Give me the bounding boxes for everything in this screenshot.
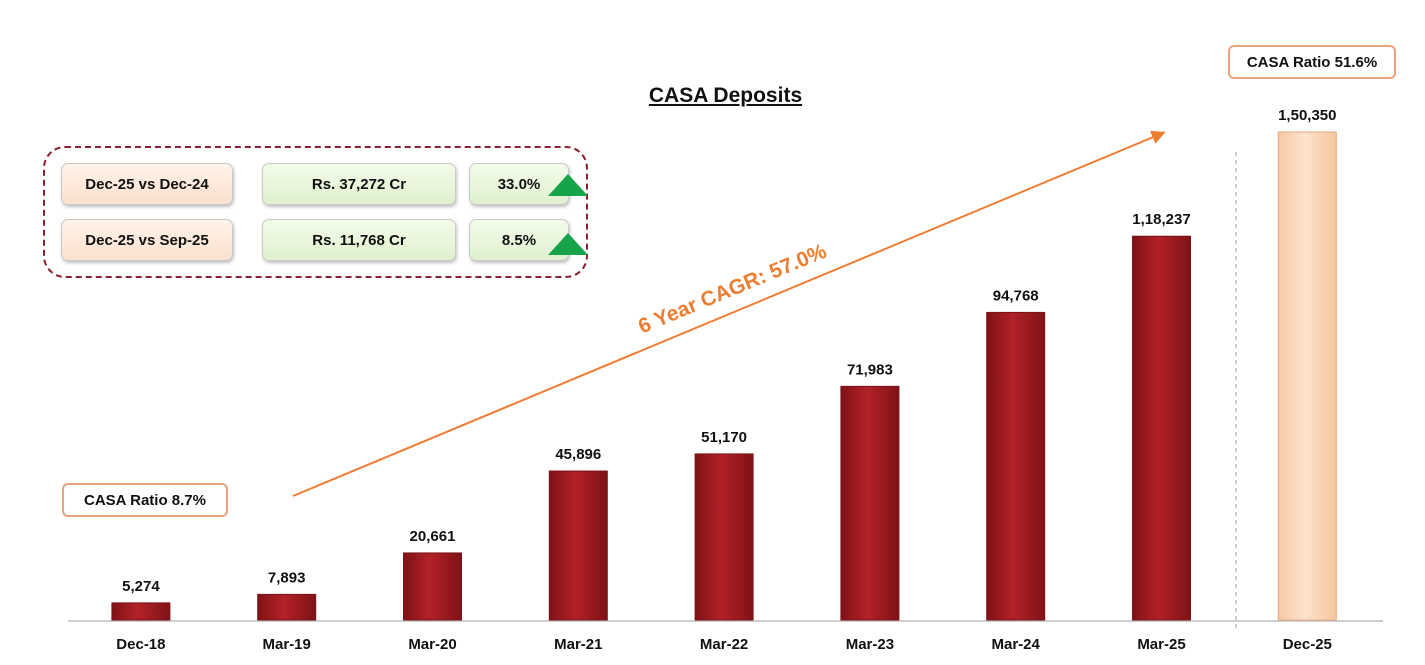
amount-pill-1: Rs. 37,272 Cr [262,163,456,205]
x-tick-label: Dec-18 [116,636,165,653]
x-tick-label: Mar-24 [992,636,1041,653]
bar-mar-22 [694,453,754,621]
up-arrow-icon [548,233,588,255]
x-tick-label: Dec-25 [1283,636,1332,653]
amount-label-1: Rs. 37,272 Cr [311,175,407,193]
chart-title: CASA Deposits [648,84,803,107]
x-tick-label: Mar-20 [408,636,456,653]
cagr-label: 6 Year CAGR: 57.0% [635,240,830,339]
x-tick-label: Mar-19 [263,636,311,653]
up-arrow-icon [548,174,588,196]
ratio-box-start: CASA Ratio 8.7% [62,483,228,517]
growth-label-2: 8.5% [501,231,537,249]
ratio-start-label: CASA Ratio 8.7% [84,491,206,509]
x-tick-label: Mar-22 [700,636,748,653]
period-pill-1: Dec-25 vs Dec-24 [61,163,233,205]
period-label-1: Dec-25 vs Dec-24 [85,175,209,193]
summary-box [43,146,588,278]
bar-mar-25 [1132,235,1191,621]
bar-mar-19 [257,593,317,621]
bar-mar-24 [986,311,1046,621]
value-label: 94,768 [993,287,1039,304]
bar-dec-18 [111,602,171,621]
amount-label-2: Rs. 11,768 Cr [312,231,406,249]
x-tick-label: Mar-25 [1137,636,1185,653]
amount-pill-2: Rs. 11,768 Cr [262,219,456,261]
value-label: 51,170 [701,429,747,446]
ratio-box-end: CASA Ratio 51.6% [1228,45,1396,79]
value-label: 20,661 [410,528,456,545]
bar-mar-21 [548,470,608,621]
period-label-2: Dec-25 vs Sep-25 [85,231,209,249]
bar-mar-23 [840,385,900,621]
value-label: 1,50,350 [1278,107,1336,124]
x-tick-label: Mar-23 [846,636,894,653]
ratio-end-label: CASA Ratio 51.6% [1246,53,1378,71]
value-label: 5,274 [122,578,160,595]
value-label: 71,983 [847,361,893,378]
value-label: 1,18,237 [1132,211,1190,228]
growth-label-1: 33.0% [497,175,541,193]
value-label: 45,896 [555,446,601,463]
bar-mar-20 [403,552,462,621]
period-pill-2: Dec-25 vs Sep-25 [61,219,233,261]
bar-dec-25 [1277,131,1337,621]
cagr-arrow [292,130,1166,497]
x-tick-label: Mar-21 [554,636,602,653]
value-label: 7,893 [268,569,306,586]
